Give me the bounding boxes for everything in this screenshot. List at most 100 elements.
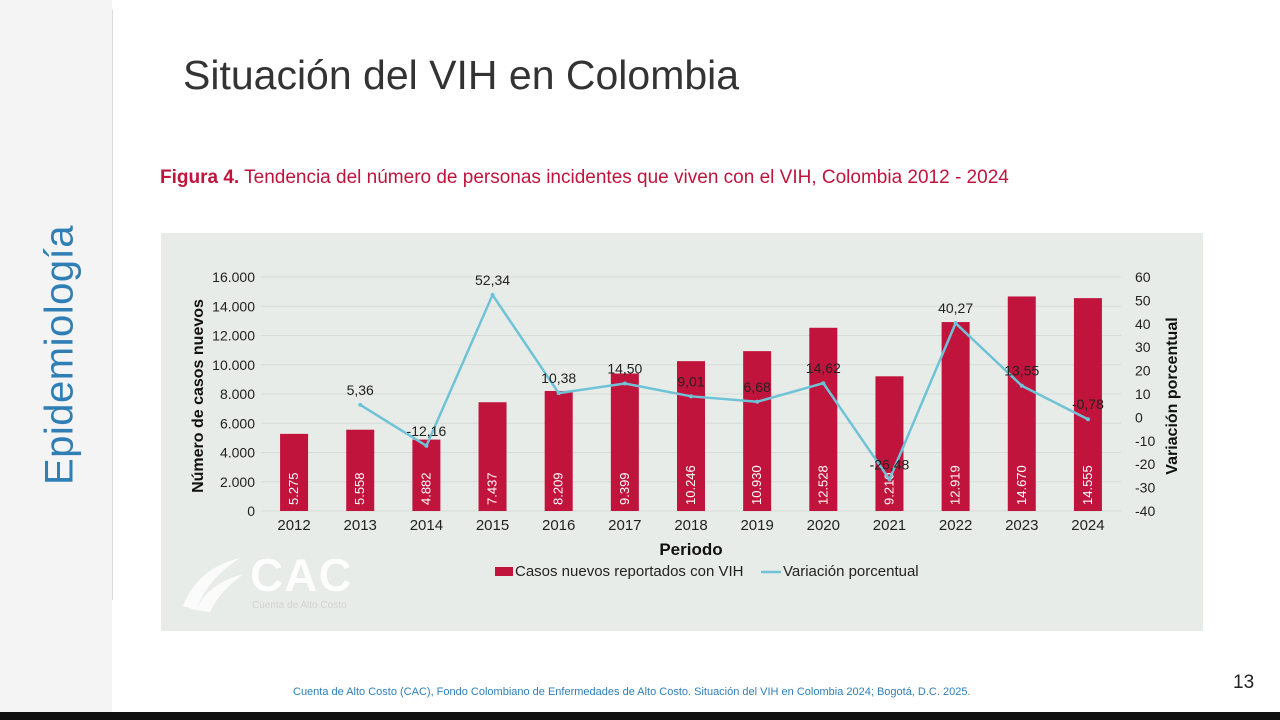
x-tick-label: 2015 bbox=[476, 517, 509, 534]
figure-label: Figura 4. bbox=[160, 167, 240, 188]
x-tick-label: 2013 bbox=[344, 517, 377, 534]
cac-logo: CAC Cuenta de Alto Costo bbox=[178, 548, 368, 618]
variation-point bbox=[953, 321, 958, 326]
side-band bbox=[0, 0, 112, 712]
variation-label: 5,36 bbox=[347, 382, 374, 398]
page-title: Situación del VIH en Colombia bbox=[183, 52, 740, 98]
x-tick-label: 2017 bbox=[608, 517, 641, 534]
x-tick-label: 2020 bbox=[807, 517, 840, 534]
y2-tick-label: -40 bbox=[1135, 503, 1155, 519]
x-axis-title: Periodo bbox=[659, 540, 722, 559]
y2-tick-label: 60 bbox=[1135, 269, 1151, 285]
bar-value-label: 4.882 bbox=[418, 472, 433, 505]
bar bbox=[610, 373, 639, 511]
variation-line bbox=[359, 292, 1089, 482]
x-tick-label: 2024 bbox=[1071, 517, 1104, 534]
y2-tick-label: 10 bbox=[1135, 386, 1151, 402]
y2-tick-label: 20 bbox=[1135, 363, 1151, 379]
variation-point bbox=[1085, 417, 1090, 422]
bar bbox=[280, 433, 309, 511]
variation-label: 13,55 bbox=[1004, 363, 1039, 379]
bar-value-label: 8.209 bbox=[551, 472, 566, 505]
variation-point bbox=[755, 399, 760, 404]
y-tick-label: 10.000 bbox=[212, 357, 255, 373]
cac-swoosh-icon bbox=[183, 558, 244, 612]
bar bbox=[346, 429, 375, 511]
source-footer: Cuenta de Alto Costo (CAC), Fondo Colomb… bbox=[293, 686, 971, 698]
bar-value-label: 12.919 bbox=[948, 465, 963, 505]
y-tick-label: 12.000 bbox=[212, 328, 255, 344]
y-tick-label: 14.000 bbox=[212, 298, 255, 314]
variation-point bbox=[358, 402, 363, 407]
bar bbox=[1073, 298, 1102, 511]
variation-point bbox=[821, 381, 826, 386]
x-tick-label: 2019 bbox=[740, 517, 773, 534]
variation-point bbox=[622, 381, 627, 386]
x-tick-label: 2021 bbox=[873, 517, 906, 534]
bar-value-label: 14.555 bbox=[1080, 465, 1095, 505]
section-title: Epidemiología bbox=[37, 225, 82, 485]
bar bbox=[412, 439, 441, 511]
variation-point bbox=[887, 477, 892, 482]
bar bbox=[743, 351, 772, 511]
y2-tick-label: 30 bbox=[1135, 339, 1151, 355]
bar bbox=[677, 361, 705, 511]
y2-axis-title: Variación porcentual bbox=[1164, 317, 1181, 474]
bar-value-label: 5.275 bbox=[286, 472, 301, 505]
variation-label: 10,38 bbox=[541, 370, 576, 386]
bar-value-label: 9.399 bbox=[617, 472, 632, 505]
variation-label: -12,16 bbox=[407, 423, 447, 439]
page-number: 13 bbox=[1233, 672, 1255, 693]
y-tick-label: 2.000 bbox=[220, 474, 255, 490]
bar bbox=[809, 327, 838, 511]
y2-tick-label: 40 bbox=[1135, 316, 1151, 332]
variation-label: 6,68 bbox=[744, 379, 771, 395]
bar-value-label: 7.437 bbox=[485, 472, 500, 505]
y-tick-label: 4.000 bbox=[220, 445, 255, 461]
bar bbox=[544, 390, 573, 511]
x-tick-label: 2022 bbox=[939, 517, 972, 534]
logo-text: CAC bbox=[250, 549, 353, 601]
figure-caption: Figura 4. Tendencia del número de person… bbox=[160, 167, 1009, 189]
side-divider bbox=[112, 10, 113, 600]
bar bbox=[941, 322, 970, 511]
legend-bar-label: Casos nuevos reportados con VIH bbox=[515, 563, 743, 580]
variation-label: 9,01 bbox=[677, 373, 704, 389]
variation-point bbox=[490, 292, 495, 297]
x-tick-label: 2023 bbox=[1005, 517, 1038, 534]
variation-label: 14,50 bbox=[607, 360, 642, 376]
bar-value-label: 10.246 bbox=[683, 465, 698, 505]
variation-label: -26,48 bbox=[870, 456, 910, 472]
x-tick-label: 2014 bbox=[410, 517, 443, 534]
bar bbox=[875, 376, 904, 511]
y2-tick-label: 50 bbox=[1135, 292, 1151, 308]
bar-value-label: 9.210 bbox=[881, 472, 896, 505]
y2-tick-label: -20 bbox=[1135, 456, 1155, 472]
variation-point bbox=[556, 391, 561, 396]
y2-tick-label: -10 bbox=[1135, 433, 1155, 449]
bar-value-label: 12.528 bbox=[815, 465, 830, 505]
bar bbox=[478, 402, 507, 511]
chart-panel: 0 2.000 4.000 6.000 8.000 10.000 12.000 14.000 1… bbox=[161, 233, 1203, 631]
variation-point bbox=[424, 443, 429, 448]
figure-title: Tendencia del número de personas inciden… bbox=[244, 167, 1009, 188]
x-tick-label: 2016 bbox=[542, 517, 575, 534]
y-tick-label: 16.000 bbox=[212, 269, 255, 285]
bar-value-label: 14.670 bbox=[1014, 465, 1029, 505]
chart: 0 2.000 4.000 6.000 8.000 10.000 12.000 14.000 1… bbox=[190, 269, 1181, 580]
y-tick-label: 6.000 bbox=[220, 415, 255, 431]
y-tick-label: 0 bbox=[247, 503, 255, 519]
x-tick-label: 2018 bbox=[674, 517, 707, 534]
y2-tick-label: 0 bbox=[1135, 409, 1143, 425]
bar bbox=[1007, 296, 1036, 511]
variation-label: -0,78 bbox=[1072, 396, 1104, 412]
y-axis-title: Número de casos nuevos bbox=[190, 299, 207, 493]
variation-point bbox=[1019, 383, 1024, 388]
logo-subtext: Cuenta de Alto Costo bbox=[252, 600, 347, 611]
legend-line-label: Variación porcentual bbox=[783, 563, 919, 580]
variation-label: 40,27 bbox=[938, 300, 973, 316]
y-tick-label: 8.000 bbox=[220, 386, 255, 402]
variation-point bbox=[689, 394, 693, 399]
legend-bar-swatch bbox=[495, 567, 513, 576]
